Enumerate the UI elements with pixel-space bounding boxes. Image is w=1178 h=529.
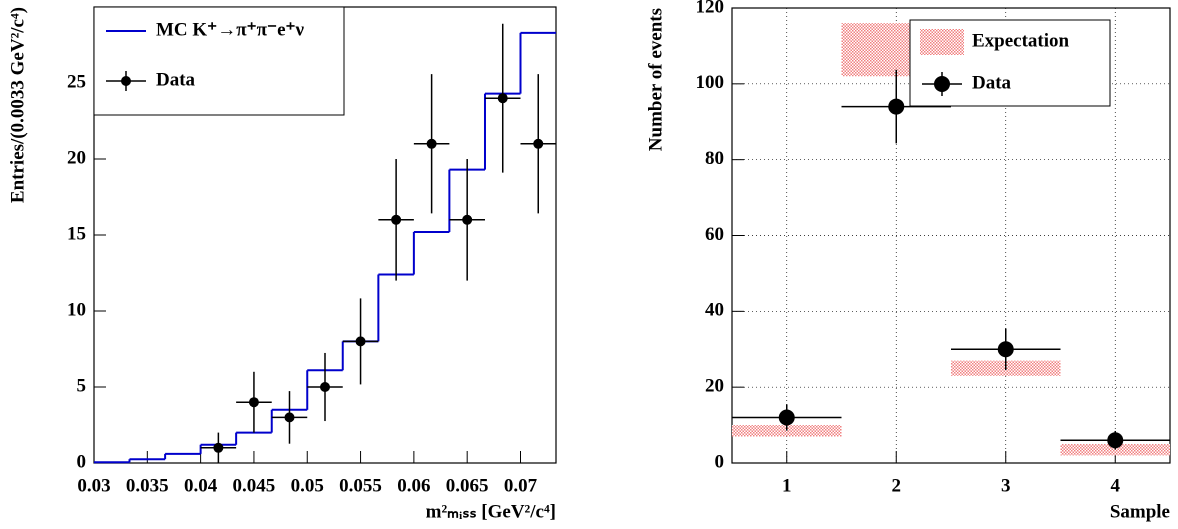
data-point <box>248 397 259 408</box>
data-point <box>1107 432 1124 449</box>
x-tick-label: 0.065 <box>446 475 489 496</box>
y-tick-label: 80 <box>705 148 724 169</box>
x-tick-label: 0.035 <box>126 475 169 496</box>
x-tick-label: 0.04 <box>184 475 218 496</box>
y-tick-label: 15 <box>67 223 86 244</box>
data-point <box>284 412 295 423</box>
y-axis-label: Entries/(0.0033 GeV²/c⁴) <box>7 7 28 203</box>
y-tick-label: 20 <box>705 376 724 397</box>
x-tick-label: 0.055 <box>339 475 382 496</box>
y-tick-label: 0 <box>715 451 725 472</box>
x-axis-label: m²ₘᵢₛₛ [GeV²/c⁴] <box>426 501 556 522</box>
data-point <box>533 138 544 149</box>
x-tick-label: 0.06 <box>397 475 430 496</box>
x-tick-label: 0.07 <box>504 475 538 496</box>
x-tick-label: 2 <box>892 475 902 496</box>
y-tick-label: 40 <box>705 300 724 321</box>
y-tick-label: 60 <box>705 224 724 245</box>
data-point <box>355 336 366 347</box>
x-tick-label: 1 <box>782 475 792 496</box>
legend-label: Expectation <box>972 30 1070 51</box>
data-point <box>997 341 1014 358</box>
data-point <box>462 214 473 225</box>
data-point <box>426 138 437 149</box>
x-tick-label: 4 <box>1111 475 1121 496</box>
data-point <box>391 214 402 225</box>
legend-label: Data <box>972 72 1012 93</box>
x-tick-label: 3 <box>1001 475 1011 496</box>
y-tick-label: 20 <box>67 147 86 168</box>
legend-marker <box>934 76 950 92</box>
data-point <box>888 98 905 115</box>
y-tick-label: 120 <box>696 0 725 17</box>
x-tick-label: 0.03 <box>77 475 110 496</box>
plot-frame <box>731 7 1171 464</box>
legend-label: MC K⁺→π⁺π⁻e⁺ν <box>156 19 305 40</box>
data-point <box>497 93 508 104</box>
legend-label: Data <box>156 69 196 90</box>
y-tick-label: 100 <box>696 72 725 93</box>
legend-box <box>93 6 345 116</box>
data-point <box>213 442 224 453</box>
expectation-band <box>1060 444 1170 456</box>
y-tick-label: 5 <box>77 375 87 396</box>
x-axis-label: Sample <box>1110 501 1170 522</box>
expectation-band <box>732 425 842 437</box>
y-tick-label: 10 <box>67 299 86 320</box>
x-tick-label: 0.045 <box>233 475 276 496</box>
data-point <box>778 409 795 426</box>
legend-marker <box>121 76 131 86</box>
legend: Expectation Data <box>909 19 1111 107</box>
data-point <box>320 382 330 392</box>
legend-swatch <box>920 29 964 55</box>
y-axis-label: Number of events <box>645 8 666 151</box>
y-tick-label: 25 <box>67 71 86 92</box>
y-tick-label: 0 <box>77 451 87 472</box>
legend: MC K⁺→π⁺π⁻e⁺ν Data <box>93 6 345 116</box>
x-tick-label: 0.05 <box>291 475 324 496</box>
